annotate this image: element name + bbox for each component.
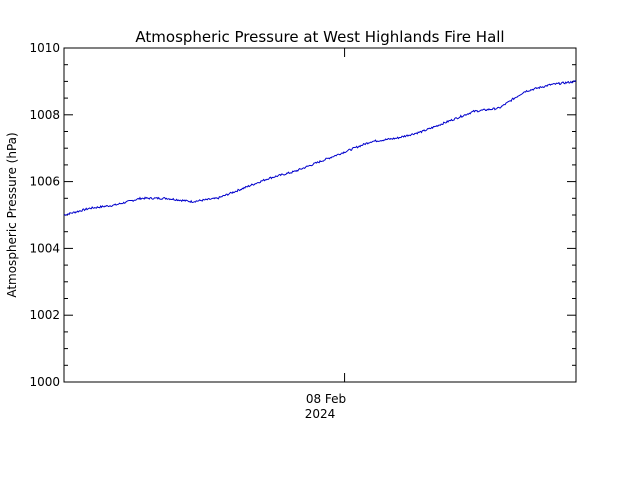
y-tick-label: 1004	[29, 241, 60, 255]
y-tick-label: 1010	[29, 41, 60, 55]
x-tick-label-year: 2024	[305, 407, 336, 421]
y-tick-label: 1000	[29, 375, 60, 389]
series-line-pressure	[63, 80, 577, 216]
y-tick-label: 1002	[29, 308, 60, 322]
plot-frame	[63, 47, 577, 383]
y-tick-label: 1008	[29, 108, 60, 122]
y-axis-label: Atmospheric Pressure (hPa)	[5, 132, 19, 297]
x-tick-label-date: 08 Feb	[306, 392, 346, 406]
y-tick-label: 1006	[29, 175, 60, 189]
y-ticks: 1000 1002 1004 1006 1008 1010	[29, 41, 576, 389]
chart-title: Atmospheric Pressure at West Highlands F…	[135, 28, 504, 46]
